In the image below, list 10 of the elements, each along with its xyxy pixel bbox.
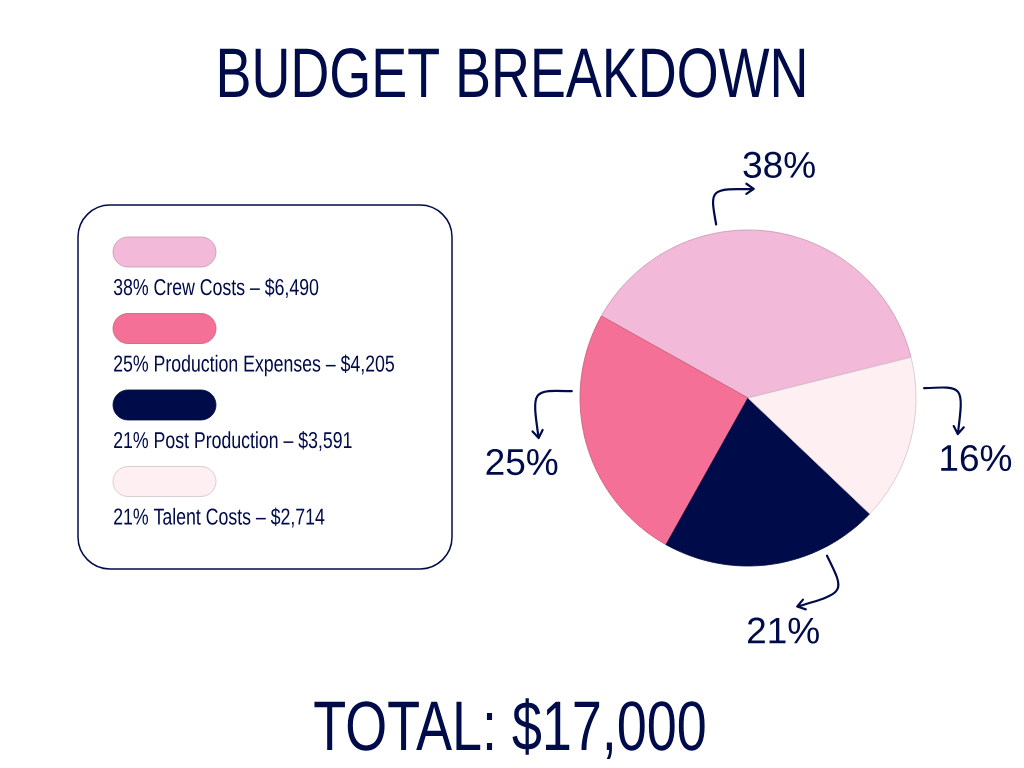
legend-label: 21% Post Production – $3,591 — [114, 430, 352, 451]
data-label: 16% — [941, 444, 1012, 472]
legend-label: 25% Production Expenses – $4,205 — [114, 354, 394, 377]
legend-label: 38% Crew Costs – $6,490 — [113, 277, 319, 298]
data-label: 25% — [486, 448, 558, 476]
text: TOTAL: $17,000 — [314, 698, 705, 759]
legend-label: 21% Talent Costs – $2,714 — [114, 507, 325, 528]
chart-title: BUDGET BREAKDOWN — [219, 48, 805, 98]
data-label: 38% — [743, 151, 815, 178]
data-label: 21% — [748, 617, 819, 644]
